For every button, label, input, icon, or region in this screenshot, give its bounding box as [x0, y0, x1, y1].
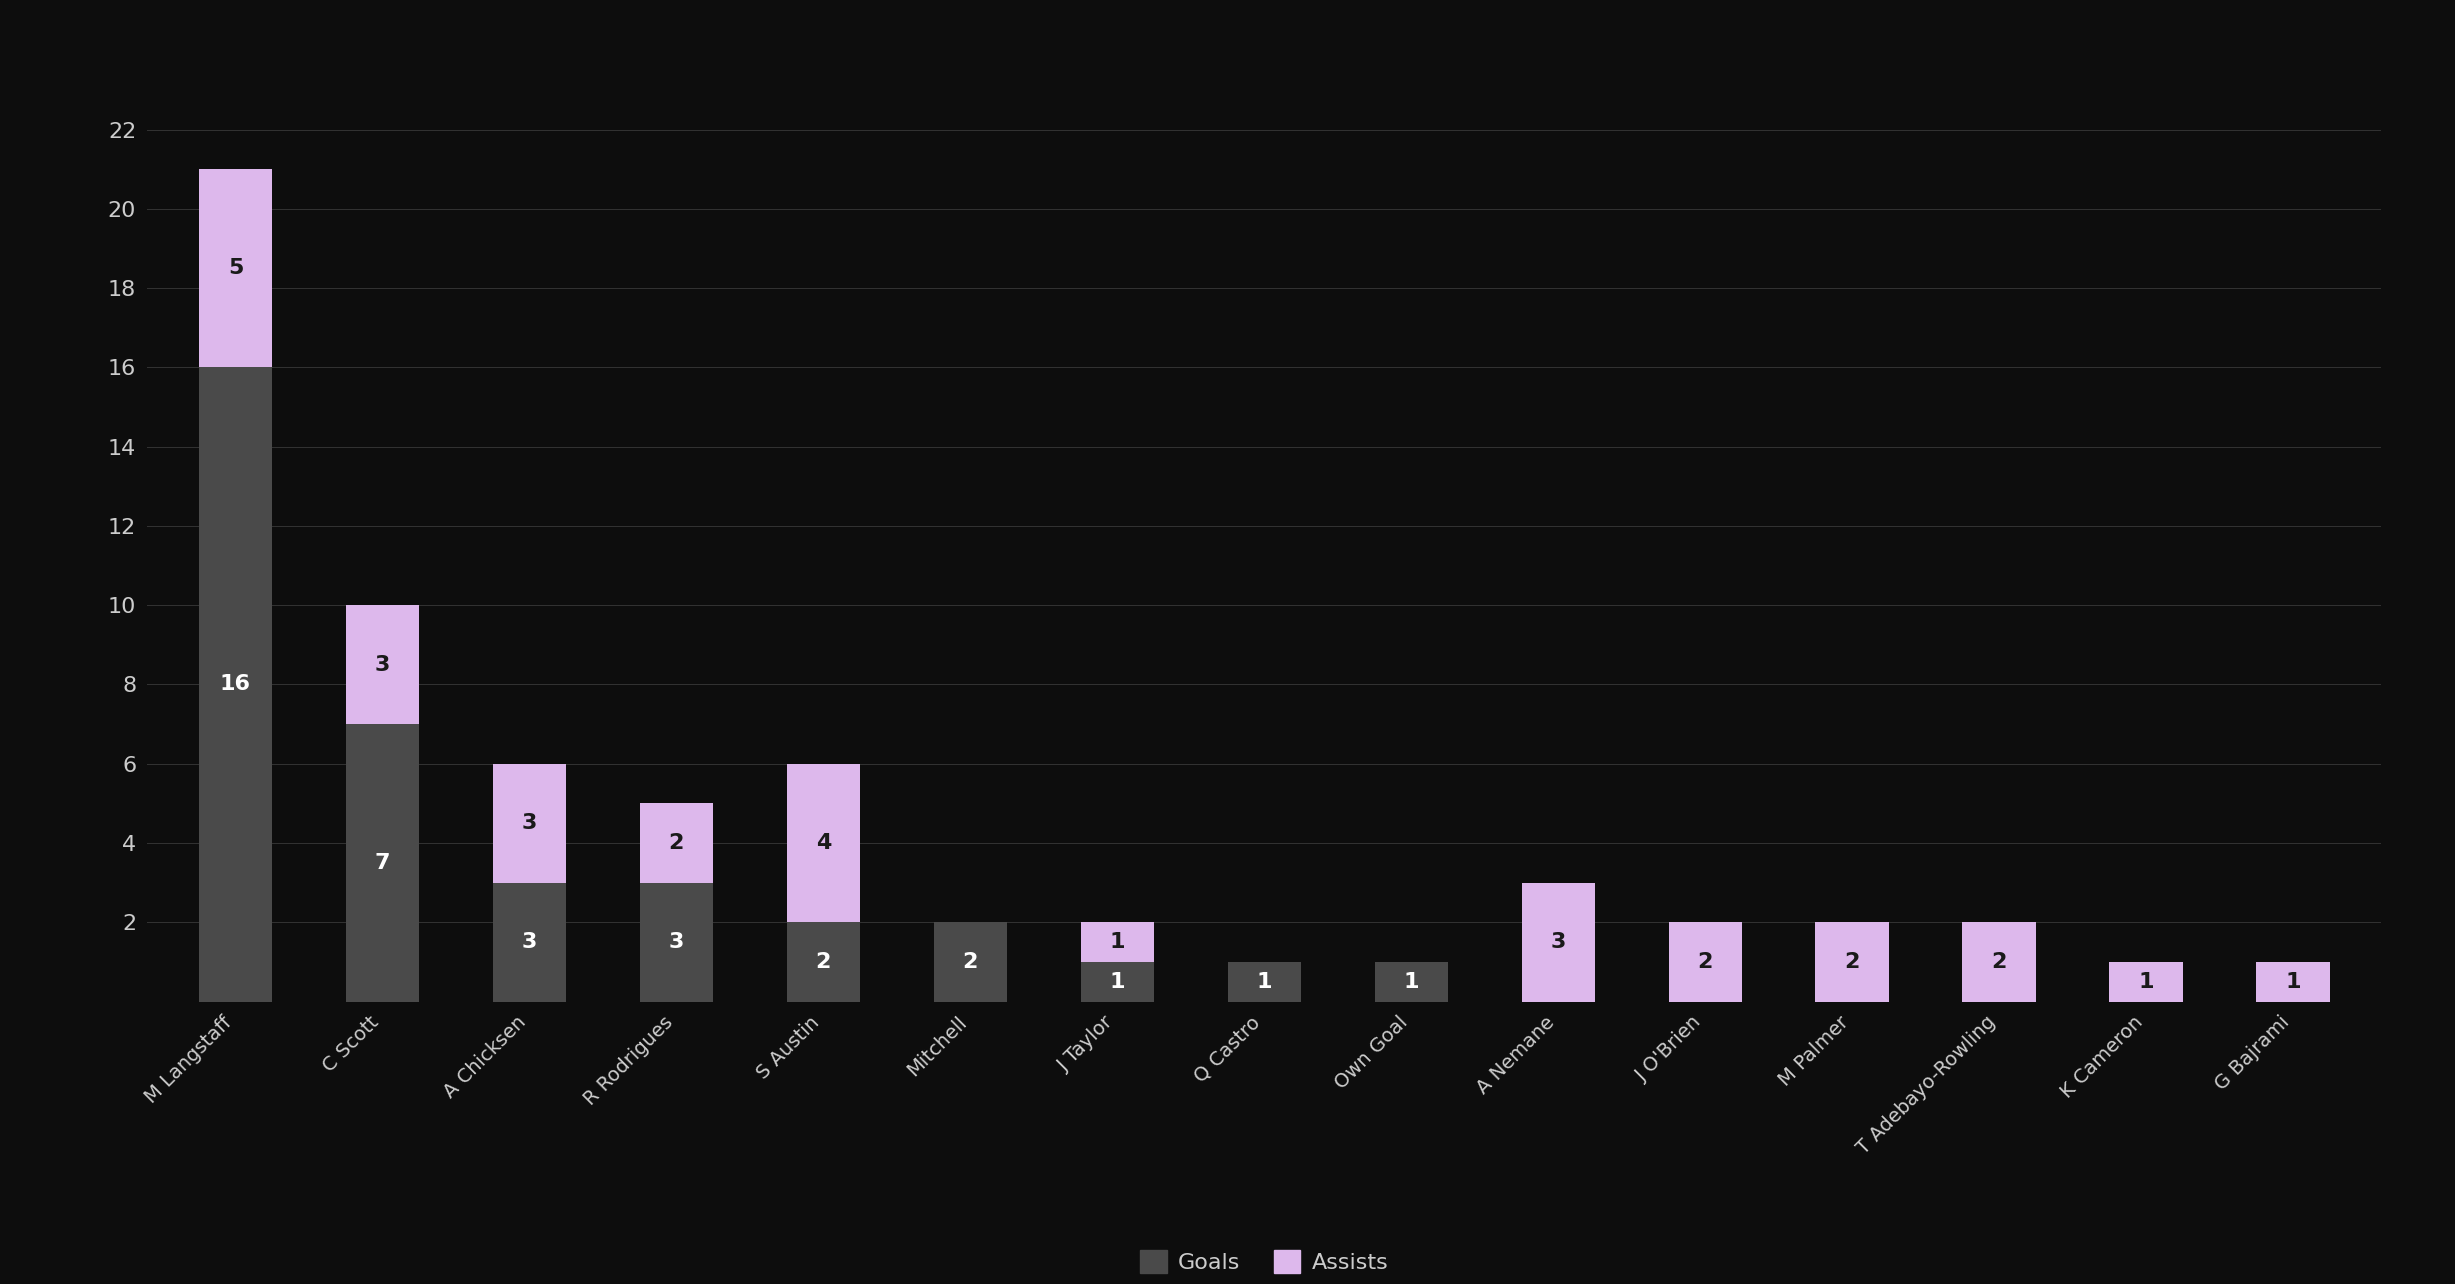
Text: 4: 4	[815, 833, 832, 853]
Text: 2: 2	[815, 951, 832, 972]
Bar	[1669, 922, 1743, 1002]
Bar	[1817, 922, 1888, 1002]
Text: 3: 3	[668, 932, 685, 951]
Text: 3: 3	[376, 655, 390, 674]
Text: 7: 7	[376, 853, 390, 873]
Text: 1: 1	[1257, 972, 1272, 991]
Bar	[346, 724, 420, 1002]
Text: 3: 3	[523, 932, 538, 951]
Text: 16: 16	[221, 674, 250, 695]
Bar	[641, 882, 712, 1002]
Text: 3: 3	[1552, 932, 1566, 951]
Bar	[1080, 922, 1154, 962]
Text: 1: 1	[1110, 932, 1124, 951]
Bar	[493, 882, 567, 1002]
Text: 1: 1	[1110, 972, 1124, 991]
Bar	[1080, 962, 1154, 1002]
Bar	[2256, 962, 2330, 1002]
Bar	[346, 605, 420, 724]
Bar	[1962, 922, 2035, 1002]
Bar	[199, 367, 273, 1002]
Bar	[786, 764, 859, 922]
Bar	[2109, 962, 2182, 1002]
Bar	[641, 804, 712, 882]
Text: 1: 1	[2138, 972, 2153, 991]
Text: 2: 2	[1991, 951, 2006, 972]
Text: 3: 3	[523, 813, 538, 833]
Bar	[1375, 962, 1448, 1002]
Bar	[1228, 962, 1301, 1002]
Text: 1: 1	[1404, 972, 1419, 991]
Bar	[493, 764, 567, 882]
Bar	[933, 922, 1007, 1002]
Text: 2: 2	[1696, 951, 1714, 972]
Legend: Goals, Assists: Goals, Assists	[1132, 1242, 1397, 1283]
Bar	[1522, 882, 1596, 1002]
Text: 2: 2	[668, 833, 685, 853]
Bar	[786, 922, 859, 1002]
Text: 2: 2	[962, 951, 977, 972]
Text: 2: 2	[1844, 951, 1861, 972]
Text: 1: 1	[2286, 972, 2300, 991]
Bar	[199, 169, 273, 367]
Text: 5: 5	[228, 258, 243, 279]
